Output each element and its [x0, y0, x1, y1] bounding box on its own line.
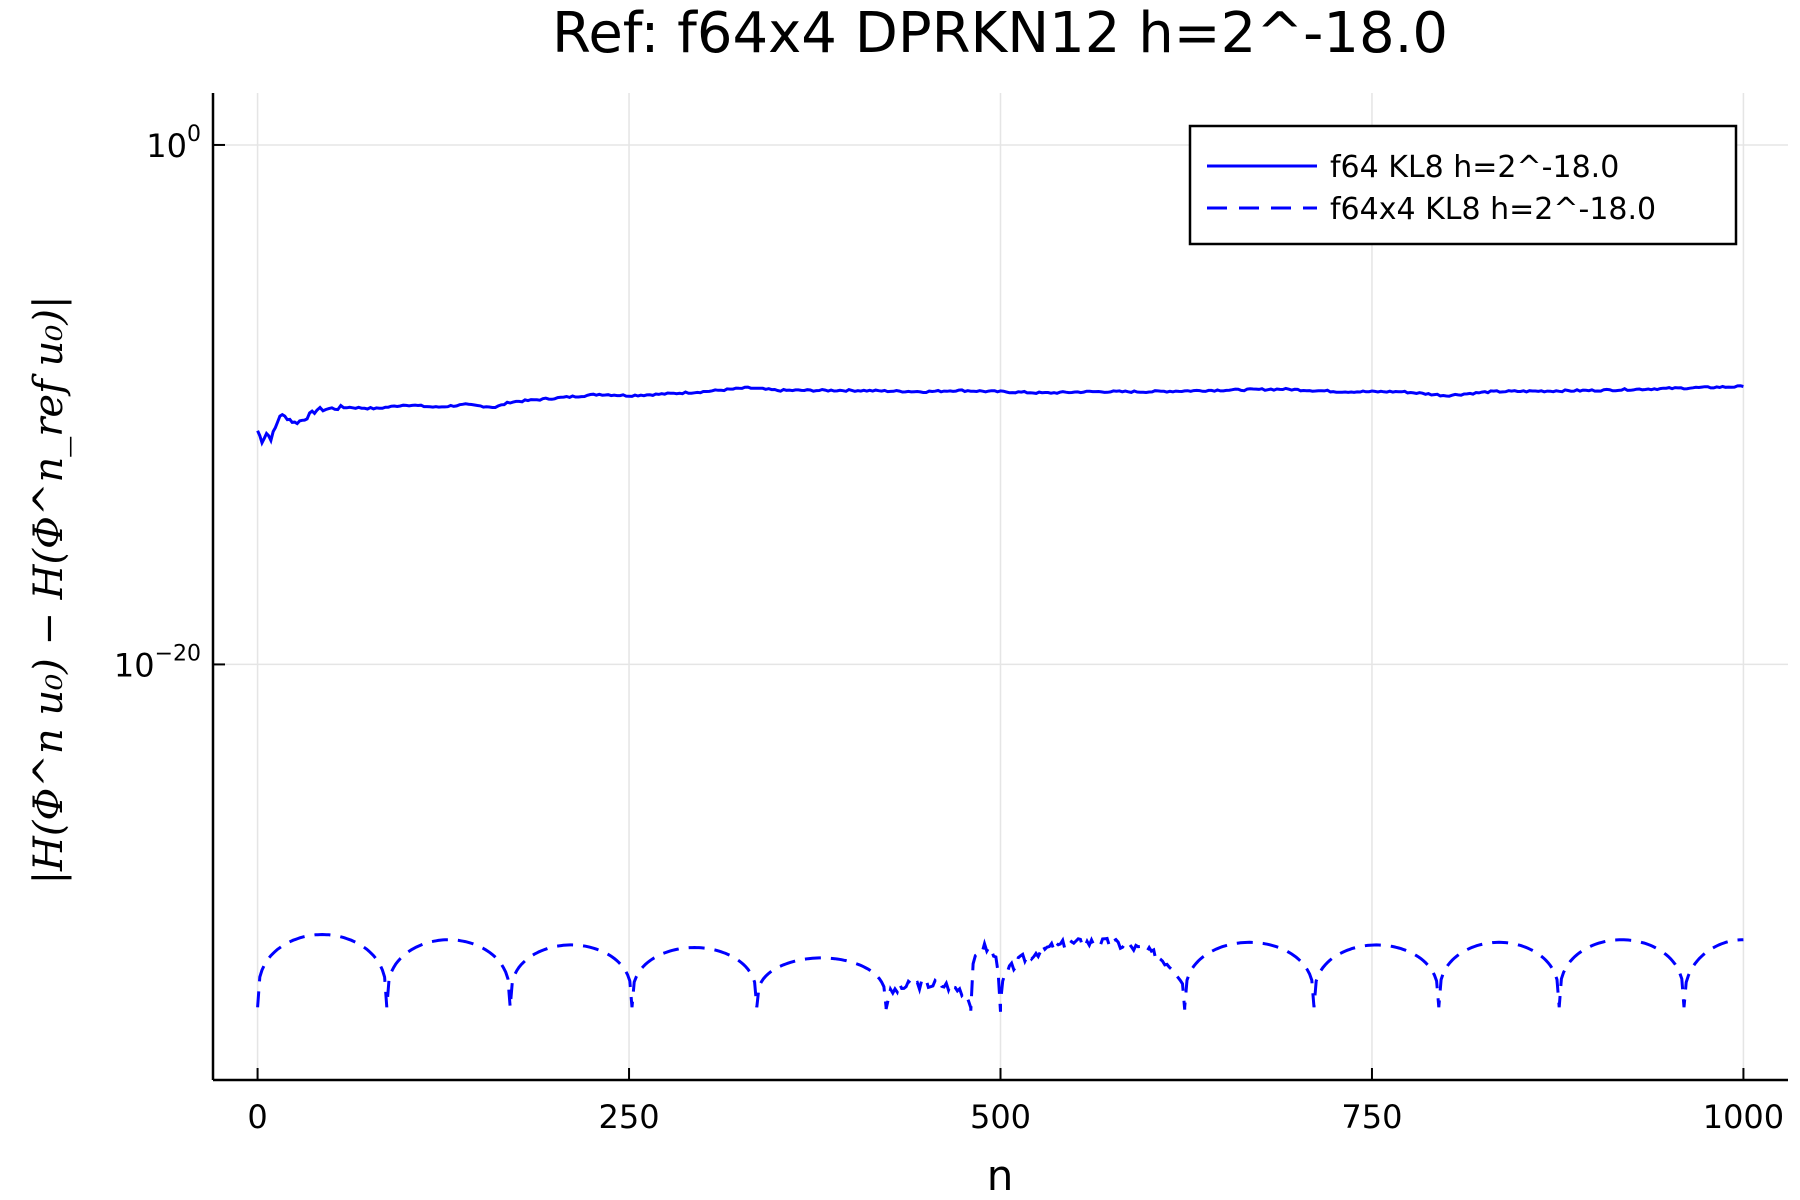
- grid: [213, 93, 1788, 1080]
- x-tick-label: 250: [598, 1098, 659, 1136]
- x-ticks: 0 250 500 750 1000: [247, 1068, 1784, 1136]
- legend-label-f64: f64 KL8 h=2^-18.0: [1330, 150, 1619, 185]
- y-tick-label: 10−20: [114, 641, 201, 684]
- y-tick-label: 100: [146, 122, 201, 165]
- x-tick-label: 1000: [1703, 1098, 1784, 1136]
- series-line-f64: [256, 384, 1744, 447]
- x-tick-label: 0: [247, 1098, 267, 1136]
- legend: f64 KL8 h=2^-18.0 f64x4 KL8 h=2^-18.0: [1188, 124, 1738, 246]
- x-axis-label: n: [987, 1151, 1014, 1200]
- chart-title: Ref: f64x4 DPRKN12 h=2^-18.0: [552, 1, 1448, 66]
- series-lines: [256, 384, 1744, 1012]
- legend-box: [1188, 124, 1738, 246]
- y-axis-label: |H(Φ^n u₀) − H(Φ^n_ref u₀)|: [26, 296, 72, 885]
- x-tick-label: 500: [970, 1098, 1031, 1136]
- series-line-f64x4: [256, 932, 1744, 1012]
- legend-label-f64x4: f64x4 KL8 h=2^-18.0: [1330, 192, 1656, 227]
- x-tick-label: 750: [1341, 1098, 1402, 1136]
- y-ticks: 100 10−20: [114, 122, 225, 684]
